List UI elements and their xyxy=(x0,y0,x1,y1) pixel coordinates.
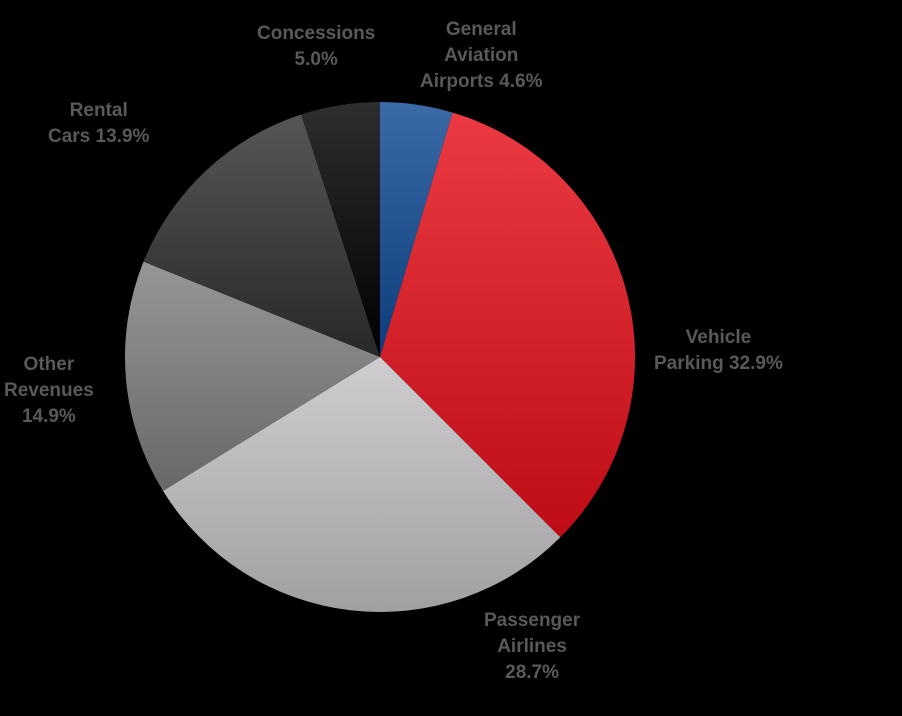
pie-slices xyxy=(125,102,635,612)
pie-slice-rental-cars xyxy=(143,114,380,357)
label-line: Airlines xyxy=(497,636,567,657)
label-line: Airports 4.6% xyxy=(420,71,543,92)
label-line: Parking 32.9% xyxy=(654,353,783,374)
slice-label-other-revenues: Other Revenues 14.9% xyxy=(4,352,94,430)
pie-slice-concessions xyxy=(301,102,380,357)
label-line: 28.7% xyxy=(505,662,559,683)
label-line: Rental xyxy=(69,100,128,121)
pie-slice-vehicle-parking xyxy=(380,112,635,538)
slice-label-general-aviation: General Aviation Airports 4.6% xyxy=(420,17,542,95)
slice-label-vehicle-parking: Vehicle Parking 32.9% xyxy=(654,325,783,377)
label-line: Aviation xyxy=(444,45,519,66)
slice-label-passenger-airlines: Passenger Airlines 28.7% xyxy=(484,608,580,686)
slice-label-rental-cars: Rental Cars 13.9% xyxy=(48,98,149,150)
pie-slice-passenger-airlines xyxy=(163,357,561,612)
label-line: General xyxy=(445,19,517,40)
label-line: Cars 13.9% xyxy=(48,126,150,147)
label-line: Other xyxy=(23,354,75,375)
slice-label-concessions: Concessions 5.0% xyxy=(257,21,375,73)
label-line: 5.0% xyxy=(294,49,338,70)
pie-slice-general-aviation-airports xyxy=(380,102,453,357)
label-line: Vehicle xyxy=(685,327,752,348)
label-line: 14.9% xyxy=(21,406,76,427)
pie-slice-other-revenues xyxy=(125,261,381,491)
label-line: Passenger xyxy=(484,610,581,631)
label-line: Revenues xyxy=(4,380,94,401)
label-line: Concessions xyxy=(257,23,376,44)
